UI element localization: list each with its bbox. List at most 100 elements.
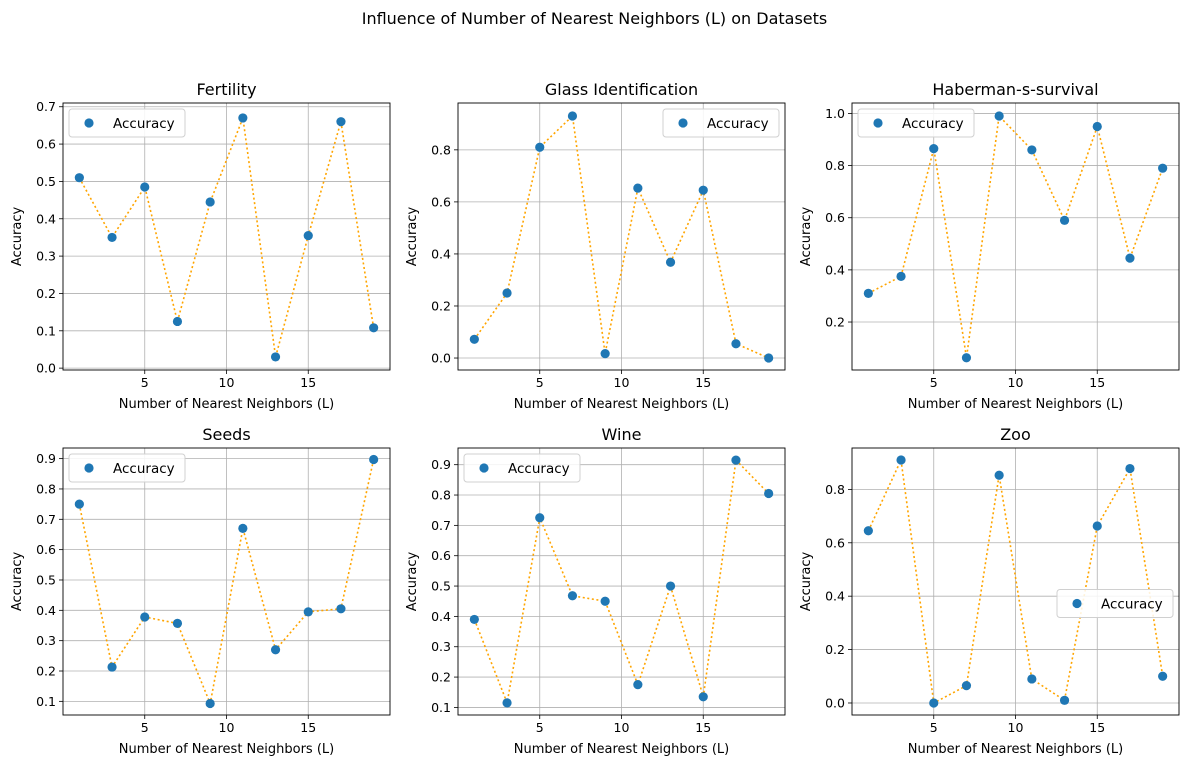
legend-label: Accuracy — [707, 116, 769, 132]
data-point — [303, 607, 313, 617]
data-point — [74, 499, 84, 509]
data-point — [600, 596, 610, 606]
y-axis-label: Accuracy — [10, 552, 25, 612]
data-point — [535, 513, 545, 523]
data-point — [172, 316, 183, 327]
y-tick-label: 0.1 — [36, 323, 56, 338]
data-point — [172, 618, 183, 628]
x-tick-label: 5 — [141, 375, 149, 390]
data-point — [1059, 215, 1070, 225]
y-tick-label: 0.8 — [431, 488, 451, 503]
x-tick-label: 15 — [1089, 720, 1105, 735]
x-tick-label: 10 — [614, 375, 630, 390]
axes-frame — [457, 102, 786, 371]
y-tick-label: 0.2 — [825, 315, 845, 330]
y-tick-label: 0.2 — [431, 298, 451, 313]
data-point — [961, 681, 972, 691]
x-tick-label: 10 — [219, 720, 235, 735]
data-point — [994, 470, 1004, 480]
y-tick-label: 0.4 — [431, 609, 451, 624]
legend-box — [68, 108, 186, 138]
data-point — [567, 591, 578, 601]
axes-frame — [62, 447, 391, 716]
data-point — [1125, 463, 1135, 474]
data-point — [1158, 163, 1168, 173]
y-tick-label: 0.6 — [431, 194, 451, 209]
x-tick-label: 15 — [1089, 375, 1105, 390]
data-point — [140, 182, 150, 192]
legend-marker — [678, 118, 688, 128]
x-tick-label: 15 — [695, 720, 711, 735]
data-point — [469, 334, 479, 344]
y-tick-label: 0.3 — [36, 249, 56, 264]
legend-label: Accuracy — [1101, 597, 1163, 613]
data-point — [303, 230, 313, 241]
y-tick-label: 0.1 — [36, 694, 56, 709]
y-tick-label: 0.7 — [36, 99, 56, 114]
legend-box — [68, 453, 186, 483]
data-point — [1027, 145, 1037, 155]
y-tick-label: 0.1 — [431, 700, 451, 715]
data-point — [764, 353, 774, 363]
data-point — [1125, 253, 1135, 263]
data-point — [469, 614, 479, 625]
y-tick-label: 0.9 — [431, 457, 451, 472]
data-point — [1092, 121, 1102, 132]
axes-frame — [457, 447, 786, 716]
subplot-title: Zoo — [1000, 425, 1031, 444]
x-axis-label: Number of Nearest Neighbors (L) — [514, 397, 729, 412]
y-tick-label: 0.6 — [36, 542, 56, 557]
data-point — [238, 523, 248, 534]
y-tick-label: 0.8 — [825, 158, 845, 173]
legend-label: Accuracy — [508, 461, 570, 477]
x-tick-label: 10 — [614, 720, 630, 735]
data-point — [1027, 674, 1037, 684]
subplot-haberman-s-survival: 5 10 15 0.2 0.4 0.6 0.8 1.0 Haberman-s-survival N… — [799, 80, 1180, 412]
y-tick-label: 0.5 — [36, 572, 56, 587]
x-axis-label: Number of Nearest Neighbors (L) — [119, 742, 334, 757]
y-axis-label: Accuracy — [405, 207, 420, 267]
data-point — [698, 185, 708, 195]
data-point — [502, 698, 512, 708]
subplot-title: Wine — [602, 425, 642, 444]
data-point — [633, 680, 643, 690]
x-tick-label: 5 — [930, 720, 938, 735]
data-point — [238, 113, 248, 123]
x-tick-label: 10 — [1008, 720, 1024, 735]
subplot-grid: 5 10 15 0.0 0.1 0.2 0.3 0.4 0.5 0.6 0.7 Fertility Nu… — [10, 80, 1180, 757]
data-point — [107, 662, 117, 672]
y-tick-label: 0.6 — [825, 210, 845, 225]
data-point — [270, 352, 281, 362]
legend-marker — [1072, 598, 1082, 609]
legend-box — [463, 453, 581, 483]
y-tick-label: 0.8 — [431, 142, 451, 157]
x-axis-label: Number of Nearest Neighbors (L) — [908, 742, 1123, 757]
data-point — [731, 455, 741, 465]
data-point — [929, 144, 939, 154]
legend-marker — [479, 463, 489, 473]
series-line — [867, 457, 1164, 705]
data-point — [336, 604, 346, 614]
y-tick-label: 0.4 — [36, 603, 56, 618]
subplot-title: Fertility — [196, 80, 256, 99]
axes-frame — [851, 102, 1180, 371]
x-tick-label: 5 — [536, 720, 544, 735]
subplot-glass-identification: 5 10 15 0.0 0.2 0.4 0.6 0.8 Glass Identification… — [405, 80, 786, 412]
subplot-title: Glass Identification — [545, 80, 698, 99]
x-tick-label: 10 — [219, 375, 235, 390]
subplot-zoo: 5 10 15 0.0 0.2 0.4 0.6 0.8 Zoo Number of Nearest… — [799, 425, 1180, 757]
y-tick-label: 0.5 — [431, 579, 451, 594]
series-line — [473, 114, 769, 359]
y-tick-label: 1.0 — [825, 106, 845, 121]
legend-box — [662, 108, 780, 138]
series-line — [78, 114, 375, 358]
data-point — [1158, 671, 1168, 681]
y-tick-label: 0.4 — [431, 246, 451, 261]
data-point — [929, 698, 939, 708]
legend: Accuracy — [68, 108, 186, 138]
x-axis-label: Number of Nearest Neighbors (L) — [514, 742, 729, 757]
y-tick-label: 0.2 — [431, 670, 451, 685]
subplot-fertility: 5 10 15 0.0 0.1 0.2 0.3 0.4 0.5 0.6 0.7 Fertility Nu… — [10, 80, 391, 412]
x-tick-label: 5 — [141, 720, 149, 735]
